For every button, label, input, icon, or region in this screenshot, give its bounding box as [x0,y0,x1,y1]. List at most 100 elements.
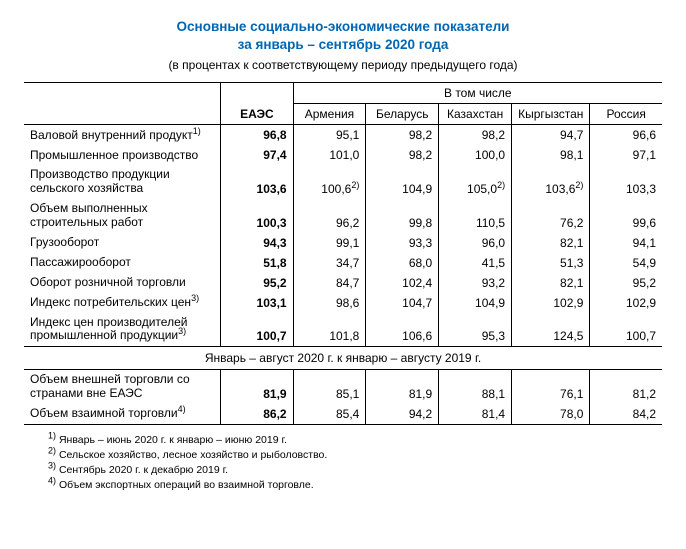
row-label: Объем взаимной торговли4) [24,404,221,425]
cell-eaec: 100,7 [221,313,293,347]
cell-value: 96,0 [439,233,512,253]
cell-value: 100,0 [439,145,512,165]
subtitle: (в процентах к соответствующему периоду … [24,58,662,72]
cell-value: 94,2 [366,404,439,425]
cell-eaec: 95,2 [221,273,293,293]
cell-value: 98,6 [293,293,366,313]
row-label: Производство продукции сельского хозяйст… [24,165,221,199]
footnote-3: 3) Сентябрь 2020 г. к декабрю 2019 г. [48,463,662,477]
cell-eaec: 51,8 [221,253,293,273]
header-armenia: Армения [293,104,366,125]
cell-value: 100,7 [590,313,662,347]
cell-eaec: 103,6 [221,165,293,199]
cell-value: 96,2 [293,199,366,233]
table-row: Грузооборот94,399,193,396,082,194,1 [24,233,662,253]
cell-value: 103,3 [590,165,662,199]
table-row: Индекс потребительских цен3)103,198,6104… [24,293,662,313]
cell-value: 99,6 [590,199,662,233]
cell-value: 94,1 [590,233,662,253]
main-table: ЕАЭС В том числе Армения Беларусь Казахс… [24,82,662,424]
separator-row: Январь – август 2020 г. к январю – авгус… [24,347,662,370]
cell-value: 93,2 [439,273,512,293]
cell-eaec: 86,2 [221,404,293,425]
table-row: Объем взаимной торговли4)86,285,494,281,… [24,404,662,425]
cell-value: 124,5 [512,313,590,347]
cell-value: 34,7 [293,253,366,273]
row-label: Объем внешней торговли со странами вне Е… [24,370,221,404]
cell-value: 103,62) [512,165,590,199]
cell-value: 106,6 [366,313,439,347]
cell-value: 110,5 [439,199,512,233]
row-label: Грузооборот [24,233,221,253]
row-label: Пассажирооборот [24,253,221,273]
table-row: Оборот розничной торговли95,284,7102,493… [24,273,662,293]
row-label: Валовой внутренний продукт1) [24,125,221,146]
cell-value: 101,0 [293,145,366,165]
footnote-2: 2) Сельское хозяйство, лесное хозяйство … [48,448,662,462]
cell-value: 101,8 [293,313,366,347]
cell-eaec: 94,3 [221,233,293,253]
cell-value: 88,1 [439,370,512,404]
title-line-2: за январь – сентябрь 2020 года [24,36,662,54]
row-label: Оборот розничной торговли [24,273,221,293]
row-label: Объем выполненных строительных работ [24,199,221,233]
cell-value: 85,1 [293,370,366,404]
cell-value: 104,9 [366,165,439,199]
cell-value: 81,2 [590,370,662,404]
cell-value: 105,02) [439,165,512,199]
cell-value: 51,3 [512,253,590,273]
header-kazakhstan: Казахстан [439,104,512,125]
cell-value: 104,9 [439,293,512,313]
cell-value: 78,0 [512,404,590,425]
table-row: Промышленное производство97,4101,098,210… [24,145,662,165]
footnote-4: 4) Объем экспортных операций во взаимной… [48,478,662,492]
table-row: Объем внешней торговли со странами вне Е… [24,370,662,404]
separator-text: Январь – август 2020 г. к январю – авгус… [24,347,662,370]
cell-value: 68,0 [366,253,439,273]
cell-value: 85,4 [293,404,366,425]
cell-value: 95,2 [590,273,662,293]
cell-eaec: 81,9 [221,370,293,404]
cell-value: 81,9 [366,370,439,404]
header-russia: Россия [590,104,662,125]
header-group: В том числе [293,83,662,104]
cell-value: 76,2 [512,199,590,233]
cell-value: 104,7 [366,293,439,313]
row-label: Промышленное производство [24,145,221,165]
cell-value: 95,3 [439,313,512,347]
cell-value: 102,9 [590,293,662,313]
cell-value: 102,4 [366,273,439,293]
cell-value: 54,9 [590,253,662,273]
cell-eaec: 96,8 [221,125,293,146]
cell-value: 84,7 [293,273,366,293]
footnote-1: 1) Январь – июнь 2020 г. к январю – июню… [48,433,662,447]
header-eaec: ЕАЭС [221,83,293,125]
table-row: Производство продукции сельского хозяйст… [24,165,662,199]
cell-eaec: 100,3 [221,199,293,233]
header-blank [24,83,221,125]
cell-value: 95,1 [293,125,366,146]
table-row: Объем выполненных строительных работ100,… [24,199,662,233]
cell-value: 98,1 [512,145,590,165]
row-label: Индекс потребительских цен3) [24,293,221,313]
cell-value: 96,6 [590,125,662,146]
cell-value: 97,1 [590,145,662,165]
table-row: Индекс цен производителей промышленной п… [24,313,662,347]
cell-eaec: 97,4 [221,145,293,165]
footnotes: 1) Январь – июнь 2020 г. к январю – июню… [24,433,662,493]
cell-value: 98,2 [439,125,512,146]
cell-value: 99,8 [366,199,439,233]
cell-value: 84,2 [590,404,662,425]
header-belarus: Беларусь [366,104,439,125]
table-row: Валовой внутренний продукт1)96,895,1 98,2… [24,125,662,146]
row-label: Индекс цен производителей промышленной п… [24,313,221,347]
cell-value: 93,3 [366,233,439,253]
header-kyrgyzstan: Кыргызстан [512,104,590,125]
cell-eaec: 103,1 [221,293,293,313]
cell-value: 41,5 [439,253,512,273]
cell-value: 102,9 [512,293,590,313]
cell-value: 82,1 [512,273,590,293]
table-row: Пассажирооборот51,834,768,041,551,354,9 [24,253,662,273]
title-line-1: Основные социально-экономические показат… [24,18,662,36]
cell-value: 76,1 [512,370,590,404]
